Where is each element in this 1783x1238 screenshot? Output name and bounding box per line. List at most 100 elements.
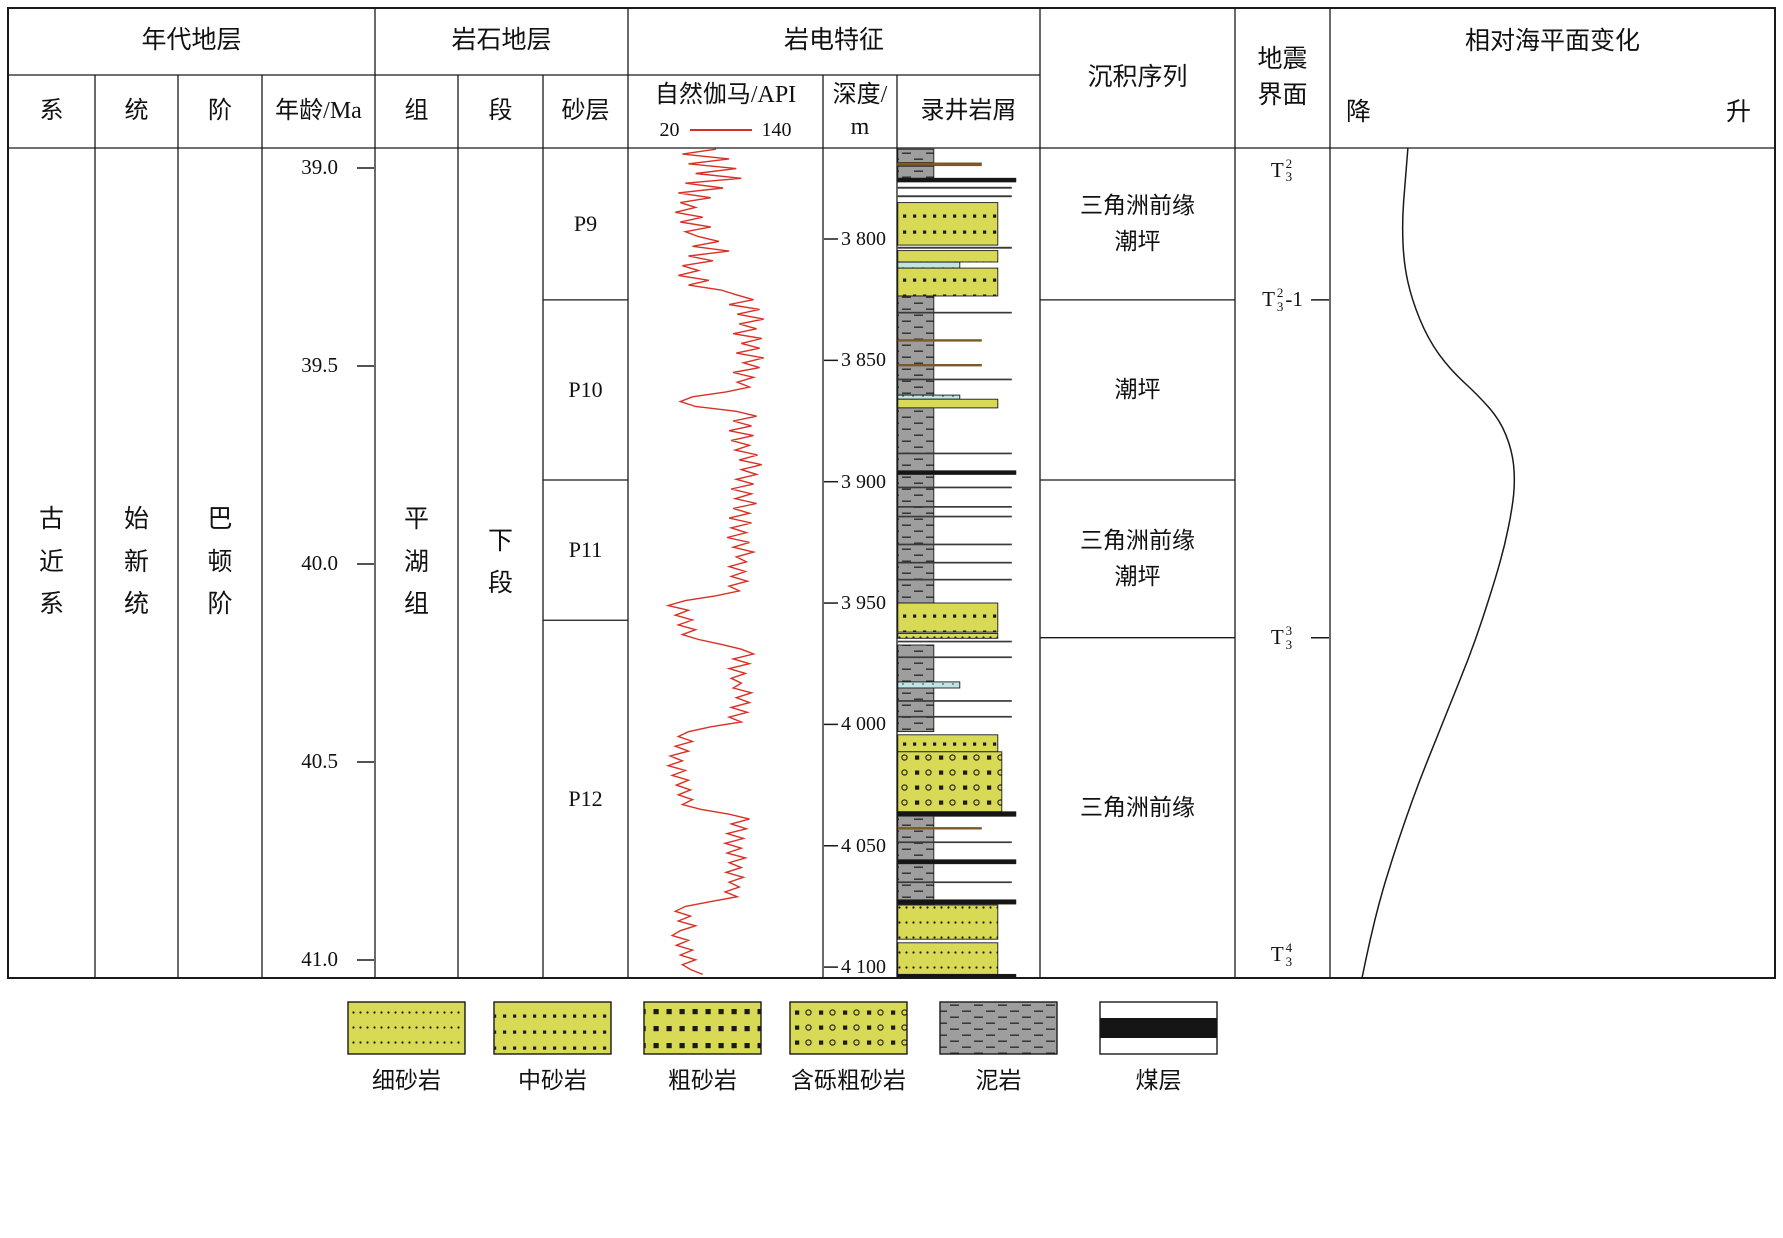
stage-value: 巴顿阶 [207,506,233,619]
legend-label: 泥岩 [975,1068,1022,1094]
lith-bed-mud [897,407,935,604]
lith-bed-stringer [897,515,1012,518]
lith-bed-coal [897,811,1017,817]
lith-bed-carb [897,827,982,830]
age-tick-label: 40.0 [301,551,338,576]
gamma-max: 140 [761,118,792,141]
header-sand-layer: 砂层 [561,97,610,124]
lith-bed-coal [897,899,1017,905]
legend-label: 煤层 [1135,1068,1182,1094]
lith-bed-fs [897,250,999,263]
sequence-label: 三角洲前缘 [1080,795,1195,821]
lith-bed-mud [897,165,935,179]
lith-bed-coal [897,177,1017,183]
lith-bed-fs [897,632,999,639]
header-lithostratigraphy: 岩石地层 [451,27,552,55]
depth-tick-label: 4 000 [841,713,886,736]
depth-tick-label: 3 900 [841,470,886,493]
lith-bed-stringer [897,841,1012,844]
axis-ticks [357,167,1329,968]
system-value: 古近系 [38,506,64,619]
lith-bed-stringer [897,186,1012,189]
lith-bed-stringer [897,715,1012,718]
header-depth: 深度/ m [832,82,888,140]
legend-swatch-ms [493,1001,612,1055]
gamma-curve [665,148,764,976]
lith-bed-stringer [897,311,1012,314]
table-outline [7,7,1776,979]
sequence-label: 三角洲前缘 潮坪 [1080,528,1195,589]
header-sedimentary-sequence: 沉积序列 [1087,63,1188,91]
lith-bed-carb [897,339,982,342]
lith-bed-limy [897,681,961,689]
lith-bed-ms [897,267,999,297]
lith-bed-stringer [897,246,1012,249]
header-age: 年龄/Ma [275,97,362,124]
sea-level-fall-label: 降 [1346,98,1372,126]
lith-bed-stringer [897,195,1012,198]
sand-layer-label: P12 [568,785,603,811]
header-series: 统 [124,97,149,124]
seismic-marker-label: T 2 3 -1 [1262,285,1303,314]
legend-label: 含砾粗砂岩 [791,1068,906,1094]
header-cuttings: 录井岩屑 [920,97,1017,124]
lith-bed-coal [897,470,1017,475]
formation-value: 平湖组 [403,506,429,619]
lith-bed-stringer [897,656,1012,659]
lith-bed-stringer [897,378,1012,381]
legend-label: 粗砂岩 [668,1068,737,1094]
lith-bed-stringer [897,543,1012,546]
body-formation-cell: 平湖组 [375,148,458,978]
lith-bed-fs [897,398,999,409]
age-tick-label: 39.5 [301,353,338,378]
lith-bed-fs [897,904,999,940]
sequence-label: 三角洲前缘 潮坪 [1080,193,1195,254]
lith-bed-ms [897,602,999,633]
lith-bed-mud [897,148,935,163]
depth-tick-label: 3 800 [841,228,886,250]
gamma-title: 自然伽马/API [654,82,797,109]
header-sea-level-directions: 降 升 [1330,88,1775,138]
member-value: 下段 [487,527,513,598]
sequence-label: 潮坪 [1114,377,1161,403]
lithology-column [897,148,1017,979]
lith-bed-coal [897,859,1017,865]
legend-swatches [347,1001,1218,1055]
header-system: 系 [39,97,64,124]
lith-bed-stringer [897,452,1012,455]
legend-swatch-fs [347,1001,466,1055]
body-series-cell: 始新统 [95,148,178,978]
header-sea-level: 相对海平面变化 [1464,27,1640,55]
lith-bed-coal [897,973,1017,979]
lith-bed-carb [897,162,982,167]
sand-layer-label: P11 [568,536,603,562]
lith-bed-stringer [897,506,1012,508]
lith-bed-fs [897,942,999,975]
lith-bed-ms [897,202,999,246]
body-system-cell: 古近系 [8,148,95,978]
lith-bed-carb [897,364,982,367]
header-gamma: 自然伽马/API 20 140 [628,75,823,148]
header-formation: 组 [404,97,429,124]
lith-bed-stringer [897,578,1012,581]
lith-bed-stringer [897,640,1012,643]
body-stage-cell: 巴顿阶 [178,148,262,978]
series-value: 始新统 [123,506,149,619]
lith-bed-stringer [897,881,1012,884]
gamma-curve-layer [665,148,764,976]
header-stage: 阶 [208,97,232,124]
table-grid [7,7,1776,979]
lith-bed-ms [897,734,999,753]
depth-tick-label: 4 050 [841,834,886,857]
sea-level-curve-layer [1361,147,1516,979]
age-tick-label: 39.0 [301,155,338,180]
sea-level-curve [1361,147,1516,979]
header-seismic-surface: 地震 界面 [1257,45,1308,109]
header-log-characteristics: 岩电特征 [783,27,884,55]
lith-bed-gs [897,751,1003,813]
lith-bed-stringer [897,486,1012,489]
